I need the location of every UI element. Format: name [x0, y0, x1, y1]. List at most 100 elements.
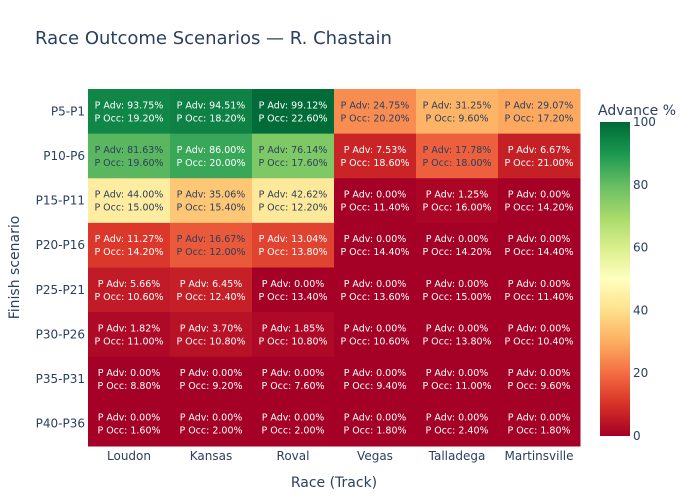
heatmap-cell [416, 312, 499, 358]
cell-occ-label: P Occ: 12.00% [176, 247, 245, 258]
y-axis-title: Finish scenario [7, 216, 23, 320]
heatmap-cell [170, 356, 253, 402]
cell-occ-label: P Occ: 11.00% [94, 336, 163, 347]
cell-occ-label: P Occ: 11.40% [340, 203, 409, 214]
cell-adv-label: P Adv: 0.00% [508, 323, 571, 334]
cell-adv-label: P Adv: 0.00% [426, 234, 489, 245]
heatmap-cell [334, 178, 417, 224]
cell-occ-label: P Occ: 20.20% [340, 113, 409, 124]
cell-occ-label: P Occ: 9.60% [425, 113, 488, 124]
cell-occ-label: P Occ: 9.60% [507, 381, 570, 392]
heatmap-cell [498, 401, 581, 447]
cell-adv-label: P Adv: 3.70% [180, 323, 243, 334]
heatmap-cell [88, 401, 171, 447]
heatmap-cell [334, 267, 417, 313]
cell-occ-label: P Occ: 18.20% [176, 113, 245, 124]
cell-occ-label: P Occ: 14.40% [504, 247, 573, 258]
cell-occ-label: P Occ: 10.60% [94, 292, 163, 303]
cell-adv-label: P Adv: 76.14% [259, 145, 328, 156]
cell-occ-label: P Occ: 14.20% [94, 247, 163, 258]
y-tick-label: P40-P36 [36, 417, 85, 431]
cell-occ-label: P Occ: 9.20% [179, 381, 242, 392]
heatmap-cell [170, 312, 253, 358]
colorbar-title: Advance % [598, 103, 676, 119]
cell-occ-label: P Occ: 14.40% [340, 247, 409, 258]
y-tick-label: P15-P11 [36, 194, 85, 208]
cell-adv-label: P Adv: 0.00% [344, 279, 407, 290]
heatmap-cell [416, 356, 499, 402]
colorbar-tick-label: 20 [633, 366, 648, 380]
colorbar-tick-label: 40 [633, 303, 648, 317]
chart-title: Race Outcome Scenarios — R. Chastain [35, 28, 392, 49]
cell-occ-label: P Occ: 10.60% [340, 336, 409, 347]
cell-adv-label: P Adv: 6.45% [180, 279, 243, 290]
cell-occ-label: P Occ: 2.00% [261, 426, 324, 437]
x-tick-label: Martinsville [504, 449, 573, 463]
cell-occ-label: P Occ: 12.20% [258, 203, 327, 214]
heatmap-cell [88, 312, 171, 358]
cell-adv-label: P Adv: 86.00% [177, 145, 246, 156]
cell-adv-label: P Adv: 0.00% [180, 413, 243, 424]
heatmap-cell [88, 267, 171, 313]
heatmap-cell [170, 133, 253, 179]
heatmap-cell [88, 89, 171, 135]
heatmap-cell [170, 89, 253, 135]
cell-occ-label: P Occ: 17.20% [504, 113, 573, 124]
cell-adv-label: P Adv: 0.00% [344, 413, 407, 424]
heatmap-cell [170, 222, 253, 268]
cell-adv-label: P Adv: 81.63% [95, 145, 164, 156]
cell-adv-label: P Adv: 35.06% [177, 190, 246, 201]
x-tick-label: Vegas [357, 449, 393, 463]
cell-adv-label: P Adv: 0.00% [508, 368, 571, 379]
cell-adv-label: P Adv: 13.04% [259, 234, 328, 245]
cell-occ-label: P Occ: 14.20% [422, 247, 491, 258]
heatmap-cell [498, 312, 581, 358]
y-tick-label: P20-P16 [36, 238, 85, 252]
cell-adv-label: P Adv: 0.00% [508, 190, 571, 201]
cell-occ-label: P Occ: 13.60% [340, 292, 409, 303]
heatmap-cell [252, 178, 335, 224]
heatmap-cell [498, 133, 581, 179]
cell-occ-label: P Occ: 19.20% [94, 113, 163, 124]
heatmap-cell [88, 356, 171, 402]
cell-occ-label: P Occ: 14.20% [504, 203, 573, 214]
heatmap-cell [252, 133, 335, 179]
colorbar-tick-label: 0 [633, 429, 641, 443]
cell-occ-label: P Occ: 15.40% [176, 203, 245, 214]
cell-adv-label: P Adv: 0.00% [262, 413, 325, 424]
heatmap-cell [498, 222, 581, 268]
cell-adv-label: P Adv: 29.07% [505, 100, 574, 111]
cell-occ-label: P Occ: 21.00% [504, 158, 573, 169]
cell-adv-label: P Adv: 7.53% [344, 145, 407, 156]
cell-occ-label: P Occ: 16.00% [422, 203, 491, 214]
cell-occ-label: P Occ: 2.40% [425, 426, 488, 437]
y-tick-label: P5-P1 [51, 104, 85, 118]
cell-occ-label: P Occ: 11.00% [422, 381, 491, 392]
heatmap-cell [252, 267, 335, 313]
cell-adv-label: P Adv: 94.51% [177, 100, 246, 111]
heatmap-cell [252, 222, 335, 268]
heatmap-cell [334, 133, 417, 179]
y-tick-label: P10-P6 [43, 149, 85, 163]
cell-adv-label: P Adv: 0.00% [344, 190, 407, 201]
cell-adv-label: P Adv: 93.75% [95, 100, 164, 111]
cell-adv-label: P Adv: 0.00% [508, 234, 571, 245]
cell-adv-label: P Adv: 0.00% [426, 279, 489, 290]
cell-occ-label: P Occ: 13.40% [258, 292, 327, 303]
cell-occ-label: P Occ: 10.80% [176, 336, 245, 347]
cell-adv-label: P Adv: 44.00% [95, 190, 164, 201]
x-tick-label: Talladega [428, 449, 486, 463]
cell-occ-label: P Occ: 1.80% [343, 426, 406, 437]
cell-occ-label: P Occ: 2.00% [179, 426, 242, 437]
colorbar-tick-label: 100 [633, 115, 656, 129]
cell-occ-label: P Occ: 1.80% [507, 426, 570, 437]
cell-occ-label: P Occ: 11.40% [504, 292, 573, 303]
heatmap-cell [334, 312, 417, 358]
heatmap-cell [334, 356, 417, 402]
cell-adv-label: P Adv: 11.27% [95, 234, 164, 245]
heatmap-cell [498, 89, 581, 135]
heatmap-cell [416, 133, 499, 179]
cell-adv-label: P Adv: 16.67% [177, 234, 246, 245]
y-tick-label: P35-P31 [36, 372, 85, 386]
